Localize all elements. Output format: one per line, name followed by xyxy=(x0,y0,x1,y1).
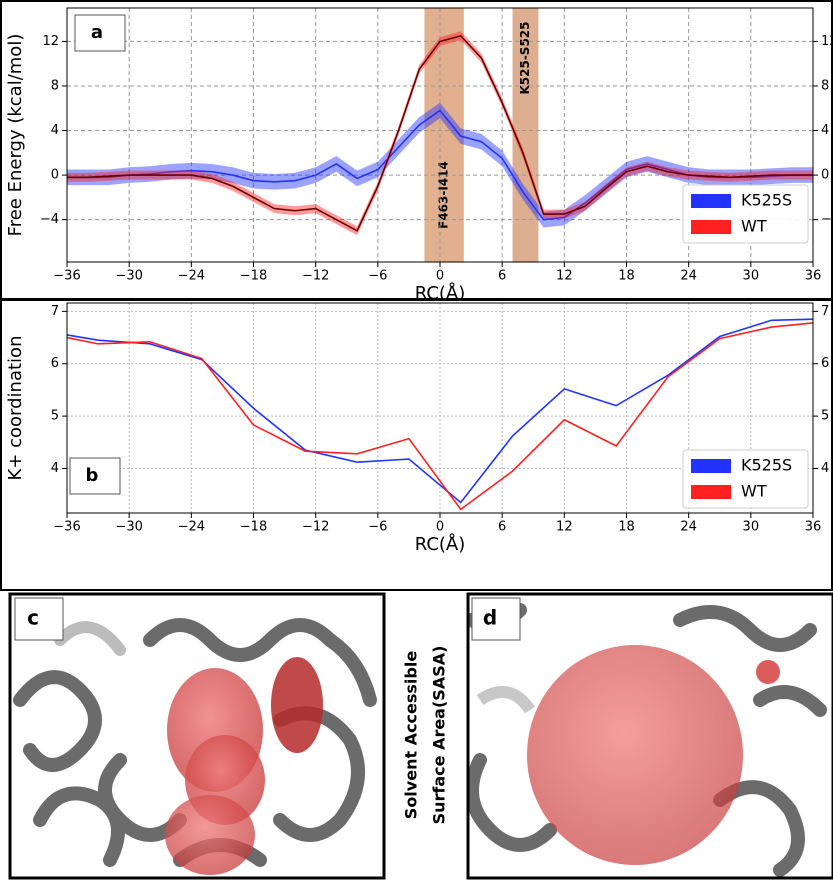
x-tick-label: −30 xyxy=(115,269,142,284)
y-tick-label: 12 xyxy=(821,34,833,49)
x-tick-label: 18 xyxy=(618,269,635,284)
y-tick-label: 0 xyxy=(51,168,59,183)
chart: F463-I414 K525-S525 −36 −30 −24 −18 −12 −6 0 6 12 1… xyxy=(5,7,833,304)
structure-image xyxy=(468,594,833,878)
legend-swatch xyxy=(691,220,731,234)
panel-frame xyxy=(0,0,833,300)
legend-label: WT xyxy=(741,482,767,501)
x-tick-label: 0 xyxy=(436,269,444,284)
legend-swatch xyxy=(691,194,731,208)
x-tick-label: 6 xyxy=(498,520,506,535)
x-tick-label: 36 xyxy=(805,269,822,284)
panel-label-box xyxy=(471,597,521,641)
x-tick-label: −12 xyxy=(302,269,329,284)
x-axis-label: RC(Å) xyxy=(415,533,466,555)
y-tick-label: −4 xyxy=(40,212,59,227)
y-tick-label: 4 xyxy=(821,123,829,138)
y-tick-label: 7 xyxy=(821,304,829,319)
panel-label-box xyxy=(74,14,126,52)
x-tick-label: −6 xyxy=(368,269,387,284)
x-tick-label: 24 xyxy=(680,520,697,535)
image-frame xyxy=(8,592,386,880)
structure-image xyxy=(10,594,384,878)
x-tick-label: −24 xyxy=(178,520,205,535)
y-tick-label: 4 xyxy=(821,461,829,476)
panel-label-box xyxy=(14,597,64,641)
y-tick-label: 5 xyxy=(51,409,59,424)
y-tick-label: −4 xyxy=(821,212,833,227)
y-tick-label: 0 xyxy=(821,168,829,183)
x-tick-label: 18 xyxy=(618,520,635,535)
y-tick-label: 5 xyxy=(821,409,829,424)
x-tick-label: −18 xyxy=(240,520,267,535)
panel-frame xyxy=(0,299,833,591)
panel-label: b xyxy=(86,465,99,486)
x-tick-label: −36 xyxy=(53,520,80,535)
y-tick-label: 6 xyxy=(51,356,59,371)
x-tick-label: 30 xyxy=(743,520,760,535)
x-tick-label: 12 xyxy=(556,269,573,284)
side-label: Surface Area(SASA) xyxy=(430,646,449,825)
x-tick-label: −30 xyxy=(115,520,142,535)
x-tick-label: −36 xyxy=(53,269,80,284)
legend-swatch xyxy=(691,459,731,473)
x-tick-label: −6 xyxy=(368,520,387,535)
panel-label-box xyxy=(69,457,121,495)
x-axis-label: RC(Å) xyxy=(415,282,466,304)
y-tick-label: 12 xyxy=(42,34,59,49)
y-tick-label: 8 xyxy=(821,78,829,93)
legend-label: WT xyxy=(741,217,767,236)
x-tick-label: −24 xyxy=(178,269,205,284)
panel-label: d xyxy=(483,606,497,630)
panel-label: a xyxy=(91,22,103,43)
x-tick-label: 0 xyxy=(436,520,444,535)
x-tick-label: 36 xyxy=(805,520,822,535)
region-label: F463-I414 xyxy=(437,161,451,229)
x-tick-label: 6 xyxy=(498,269,506,284)
x-tick-label: −12 xyxy=(302,520,329,535)
image-frame xyxy=(466,592,833,880)
side-label: Solvent Accessible xyxy=(402,651,421,820)
x-tick-label: 24 xyxy=(680,269,697,284)
error-band xyxy=(67,102,813,228)
line xyxy=(66,318,814,504)
legend-label: K525S xyxy=(741,456,792,475)
plot-frame xyxy=(66,7,814,263)
y-tick-label: 4 xyxy=(51,123,59,138)
line xyxy=(66,322,814,511)
legend-swatch xyxy=(691,485,731,499)
y-axis-label: K+ coordination xyxy=(5,336,26,481)
x-tick-label: 30 xyxy=(743,269,760,284)
line xyxy=(67,34,813,232)
y-tick-label: 6 xyxy=(821,356,829,371)
chart: −36 −30 −24 −18 −12 −6 0 6 12 18 24 30 36 4 4 5 5 6 6 7 7 RC(… xyxy=(5,302,829,555)
region-label: K525-S525 xyxy=(518,21,532,94)
panel-label: c xyxy=(27,606,39,630)
y-tick-label: 7 xyxy=(51,304,59,319)
x-tick-label: −18 xyxy=(240,269,267,284)
y-tick-label: 4 xyxy=(51,461,59,476)
legend-label: K525S xyxy=(741,191,792,210)
plot-frame xyxy=(66,302,814,514)
x-tick-label: 12 xyxy=(556,520,573,535)
y-axis-label: Free Energy (kcal/mol) xyxy=(5,34,26,237)
y-tick-label: 8 xyxy=(51,78,59,93)
